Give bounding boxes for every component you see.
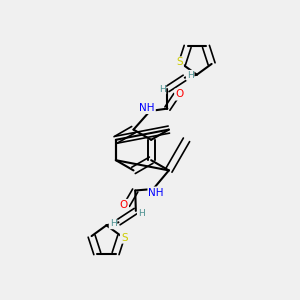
Text: NH: NH [139,103,155,113]
Text: H: H [187,71,194,80]
Text: O: O [120,200,128,210]
Text: S: S [121,232,128,243]
Text: H: H [138,209,145,218]
Text: O: O [175,89,184,100]
Text: H: H [110,219,116,228]
Text: S: S [176,57,183,68]
Text: H: H [159,85,165,94]
Text: NH: NH [148,188,164,198]
